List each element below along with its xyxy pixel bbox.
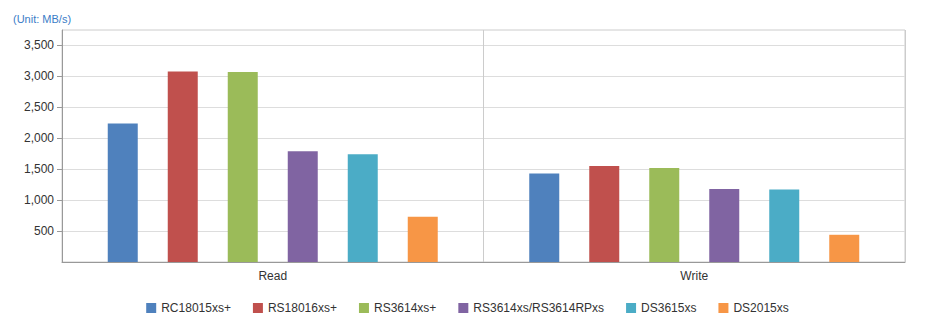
svg-text:2,000: 2,000	[24, 131, 54, 145]
svg-text:RS18016xs+: RS18016xs+	[268, 301, 337, 315]
svg-text:3,000: 3,000	[24, 69, 54, 83]
svg-text:3,500: 3,500	[24, 38, 54, 52]
svg-text:DS2015xs: DS2015xs	[733, 301, 788, 315]
svg-text:(Unit: MB/s): (Unit: MB/s)	[13, 13, 71, 25]
svg-text:1,500: 1,500	[24, 162, 54, 176]
svg-text:500: 500	[34, 224, 54, 238]
svg-text:RS3614xs/RS3614RPxs: RS3614xs/RS3614RPxs	[473, 301, 604, 315]
svg-text:2,500: 2,500	[24, 100, 54, 114]
svg-text:RC18015xs+: RC18015xs+	[161, 301, 231, 315]
svg-text:DS3615xs: DS3615xs	[641, 301, 696, 315]
svg-text:RS3614xs+: RS3614xs+	[374, 301, 436, 315]
svg-text:Read: Read	[258, 269, 287, 283]
svg-text:Write: Write	[680, 269, 708, 283]
svg-text:1,000: 1,000	[24, 193, 54, 207]
